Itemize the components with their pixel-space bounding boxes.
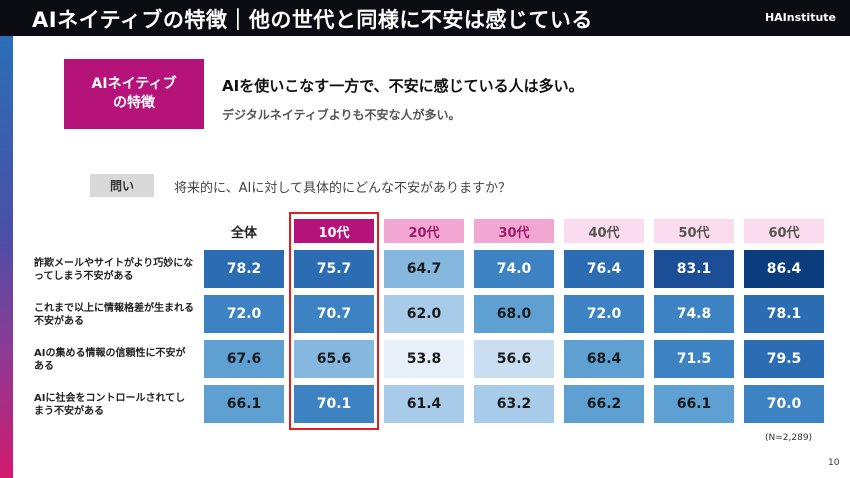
page-number: 10 bbox=[828, 458, 840, 468]
teen-column-highlight bbox=[289, 212, 379, 430]
table-cell: 61.4 bbox=[384, 385, 464, 423]
table-cell: 68.4 bbox=[564, 340, 644, 378]
column-header: 40代 bbox=[564, 219, 644, 243]
column-header: 10代 bbox=[294, 219, 374, 243]
table-cell: 72.0 bbox=[204, 295, 284, 333]
row-label: 詐欺メールやサイトがより巧妙になってしまう不安がある bbox=[34, 258, 194, 282]
table-cell: 53.8 bbox=[384, 340, 464, 378]
badge-line-2: の特徴 bbox=[113, 95, 155, 111]
question-text: 将来的に、AIに対して具体的にどんな不安がありますか？ bbox=[174, 181, 511, 196]
table-cell: 66.1 bbox=[204, 385, 284, 423]
table-cell: 66.2 bbox=[564, 385, 644, 423]
table-cell: 86.4 bbox=[744, 250, 824, 288]
table-cell: 78.2 bbox=[204, 250, 284, 288]
logo-suffix: nstitute bbox=[786, 11, 836, 24]
badge-line-1: AIネイティブ bbox=[91, 76, 177, 92]
column-header: 20代 bbox=[384, 219, 464, 243]
table-cell: 63.2 bbox=[474, 385, 554, 423]
subheadline: デジタルネイティブよりも不安な人が多い。 bbox=[222, 108, 461, 122]
logo-prefix: H bbox=[764, 11, 775, 24]
column-header: 30代 bbox=[474, 219, 554, 243]
column-header: 60代 bbox=[744, 219, 824, 243]
table-cell: 56.6 bbox=[474, 340, 554, 378]
column-header: 全体 bbox=[204, 219, 284, 243]
table-cell: 66.1 bbox=[654, 385, 734, 423]
table-cell: 70.0 bbox=[744, 385, 824, 423]
table-cell: 71.5 bbox=[654, 340, 734, 378]
question-label: 問い bbox=[90, 174, 154, 197]
left-accent-bar bbox=[0, 36, 13, 478]
table-cell: 76.4 bbox=[564, 250, 644, 288]
row-label: AIの集める情報の信頼性に不安がある bbox=[34, 348, 186, 372]
table-cell: 67.6 bbox=[204, 340, 284, 378]
table-cell: 64.7 bbox=[384, 250, 464, 288]
table-cell: 68.0 bbox=[474, 295, 554, 333]
title-bar bbox=[0, 0, 850, 36]
row-label: AIに社会をコントロールされてしまう不安がある bbox=[34, 393, 186, 417]
table-cell: 74.8 bbox=[654, 295, 734, 333]
table-cell: 70.1 bbox=[294, 385, 374, 423]
table-cell: 62.0 bbox=[384, 295, 464, 333]
table-cell: 74.0 bbox=[474, 250, 554, 288]
hai-institute-logo: HAInstitute bbox=[765, 11, 836, 24]
logo-middle: AI bbox=[774, 11, 787, 24]
sample-size-note: (N=2,289) bbox=[765, 433, 813, 443]
slide-title: AIネイティブの特徴｜他の世代と同様に不安は感じている bbox=[32, 8, 593, 32]
headline: AIを使いこなす一方で、不安に感じている人は多い。 bbox=[222, 77, 584, 95]
row-label: これまで以上に情報格差が生まれる不安がある bbox=[34, 303, 194, 327]
table-cell: 79.5 bbox=[744, 340, 824, 378]
table-cell: 78.1 bbox=[744, 295, 824, 333]
feature-badge: AIネイティブ の特徴 bbox=[64, 59, 204, 129]
column-header: 50代 bbox=[654, 219, 734, 243]
table-cell: 70.7 bbox=[294, 295, 374, 333]
table-cell: 65.6 bbox=[294, 340, 374, 378]
table-cell: 72.0 bbox=[564, 295, 644, 333]
table-cell: 75.7 bbox=[294, 250, 374, 288]
table-cell: 83.1 bbox=[654, 250, 734, 288]
